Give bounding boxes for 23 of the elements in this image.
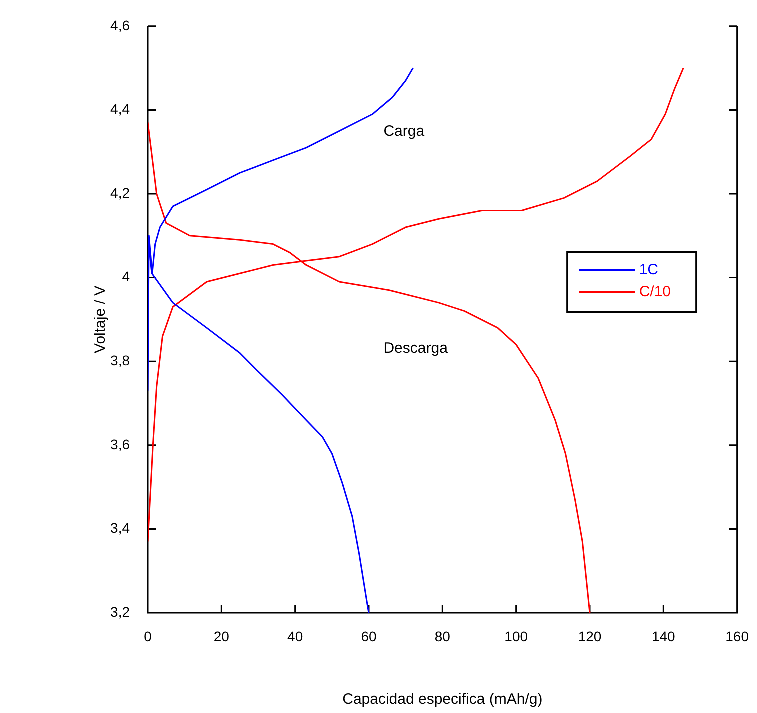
x-tick-label: 20 [214,628,230,644]
x-tick-label: 140 [652,628,676,644]
y-tick-label: 3,8 [110,352,130,368]
y-tick-label: 3,2 [110,604,130,620]
x-tick-label: 100 [504,628,528,644]
annotation: Carga [384,123,426,140]
y-tick-label: 3,6 [110,436,130,452]
x-tick-label: 80 [434,628,451,644]
y-axis-title: Voltaje / V [92,286,110,354]
x-axis-title: Capacidad especifica (mAh/g) [342,691,543,708]
x-tick-label: 160 [726,628,750,644]
x-tick-label: 120 [578,628,602,644]
annotation: Descarga [384,340,449,358]
y-tick-label: 4,4 [110,101,130,118]
y-tick-label: 4 [122,268,130,285]
y-tick-label: 4,6 [110,17,130,34]
x-tick-label: 0 [144,628,152,644]
x-tick-label: 40 [288,628,304,644]
x-tick-label: 60 [361,628,377,644]
y-tick-label: 4,2 [110,184,130,201]
y-tick-label: 3,4 [110,520,130,536]
legend-label: 1C [639,261,659,278]
legend-label: C/10 [639,283,672,300]
